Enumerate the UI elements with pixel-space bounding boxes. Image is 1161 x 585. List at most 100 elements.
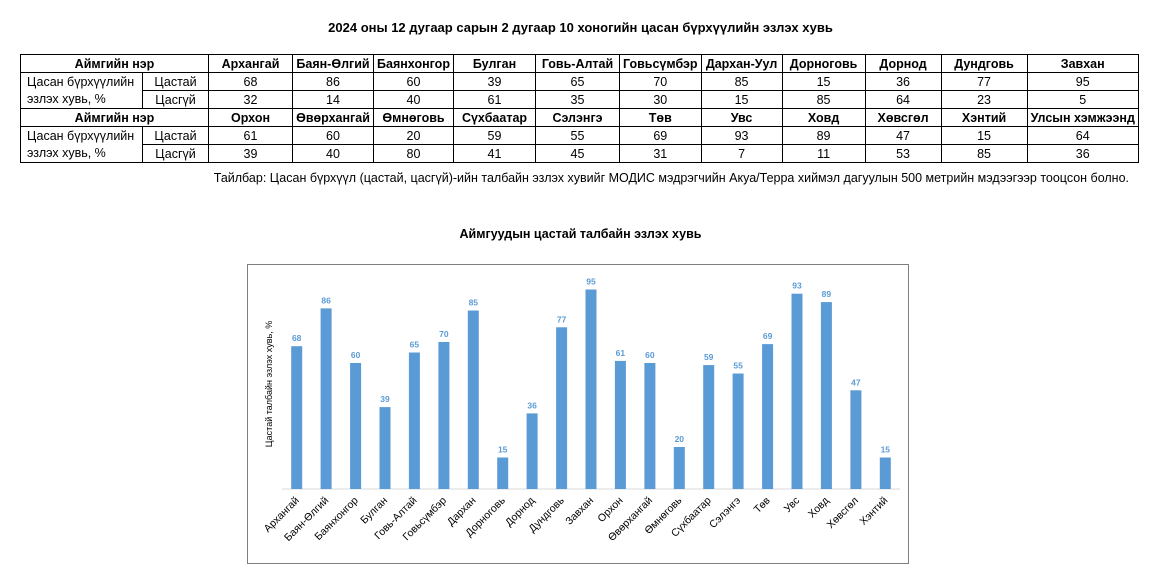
bar xyxy=(762,344,774,489)
bar xyxy=(703,365,715,489)
province-name: Сэлэнгэ xyxy=(535,108,620,127)
table-cell: 60 xyxy=(292,126,374,145)
sub-label-nosnow: Цасгүй xyxy=(142,144,209,163)
table-cell: 41 xyxy=(453,144,536,163)
table-cell: 93 xyxy=(700,126,783,145)
bar xyxy=(879,457,891,489)
province-name: Баянхонгор xyxy=(373,54,454,73)
table-cell: 11 xyxy=(781,144,866,163)
province-name: Дорноговь xyxy=(781,54,866,73)
row-label: Цасан бүрхүүлийн xyxy=(20,72,143,91)
table-cell: 15 xyxy=(700,90,783,109)
province-name: Баян-Өлгий xyxy=(292,54,374,73)
table-header-label: Аймгийн нэр xyxy=(20,108,209,127)
table-cell: 95 xyxy=(1026,72,1139,91)
data-label: 95 xyxy=(586,277,596,287)
table-cell: 64 xyxy=(1026,126,1139,145)
province-name: Сүхбаатар xyxy=(453,108,536,127)
table-note: Тайлбар: Цасан бүрхүүл (цастай, цасгүй)-… xyxy=(213,171,1129,185)
province-name: Орхон xyxy=(208,108,293,127)
bar xyxy=(585,289,597,489)
table-cell: 40 xyxy=(373,90,454,109)
province-name: Дундговь xyxy=(940,54,1028,73)
table-cell: 39 xyxy=(208,144,293,163)
bar xyxy=(673,447,685,489)
data-label: 60 xyxy=(645,350,655,360)
data-label: 70 xyxy=(439,329,449,339)
bar xyxy=(791,293,803,489)
x-tick-label: Сэлэнгэ xyxy=(707,495,743,531)
province-name: Говьсүмбэр xyxy=(619,54,702,73)
x-tick-label: Хэнтий xyxy=(857,495,890,528)
table-cell: 14 xyxy=(292,90,374,109)
province-name: Өвөрхангай xyxy=(292,108,374,127)
data-label: 86 xyxy=(321,295,331,305)
table-cell: 85 xyxy=(940,144,1028,163)
sub-label-snow: Цастай xyxy=(142,126,209,145)
table-cell: 31 xyxy=(619,144,702,163)
table-cell: 69 xyxy=(619,126,702,145)
data-label: 85 xyxy=(469,298,479,308)
table-cell: 86 xyxy=(292,72,374,91)
table-cell: 61 xyxy=(208,126,293,145)
table-cell: 20 xyxy=(373,126,454,145)
row-label: Цасан бүрхүүлийн xyxy=(20,126,143,145)
bar xyxy=(614,360,626,489)
province-name: Архангай xyxy=(208,54,293,73)
table-cell: 65 xyxy=(535,72,620,91)
province-name: Ховд xyxy=(781,108,866,127)
data-label: 36 xyxy=(527,400,537,410)
y-axis-label: Цастай талбайн эзлэх хувь, % xyxy=(264,321,274,447)
bar xyxy=(291,346,303,489)
table-cell: 36 xyxy=(864,72,942,91)
table-cell: 32 xyxy=(208,90,293,109)
data-label: 77 xyxy=(557,314,567,324)
data-label: 89 xyxy=(822,289,832,299)
table-row: Цасан бүрхүүлийн Цастай 68 86 60 39 65 70 85 15 36… xyxy=(20,72,1139,91)
table-cell: 55 xyxy=(535,126,620,145)
table-row: Цасан бүрхүүлийн Цастай 61 60 20 59 55 69 93 89 47… xyxy=(20,126,1139,145)
data-label: 39 xyxy=(380,394,390,404)
data-label: 69 xyxy=(763,331,773,341)
x-tick-label: Төв xyxy=(752,494,773,515)
bar xyxy=(408,352,420,489)
bar xyxy=(497,457,509,489)
bar xyxy=(467,310,479,489)
bar xyxy=(350,363,362,489)
page-title: 2024 оны 12 дугаар сарын 2 дугаар 10 хон… xyxy=(328,20,833,35)
data-label: 65 xyxy=(410,340,420,350)
row-label: эзлэх хувь, % xyxy=(20,90,143,109)
data-label: 15 xyxy=(881,445,891,455)
data-label: 47 xyxy=(851,377,861,387)
bar xyxy=(644,363,656,489)
bar xyxy=(820,302,832,489)
table-cell: 77 xyxy=(940,72,1028,91)
table-cell: 30 xyxy=(619,90,702,109)
table-row: эзлэх хувь, % Цасгүй 32 14 40 61 35 30 15 85 64 23 5 xyxy=(20,90,1139,109)
data-label: 61 xyxy=(616,348,626,358)
x-tick-label: Увс xyxy=(782,495,802,515)
sub-label-nosnow: Цасгүй xyxy=(142,90,209,109)
table-cell: 70 xyxy=(619,72,702,91)
table-cell: 53 xyxy=(864,144,942,163)
bar xyxy=(526,413,538,489)
data-label: 68 xyxy=(292,333,302,343)
province-name: Төв xyxy=(619,108,702,127)
chart-title: Аймгуудын цастай талбайн эзлэх хувь xyxy=(459,227,702,241)
table-header-label: Аймгийн нэр xyxy=(20,54,209,73)
table-cell: 15 xyxy=(940,126,1028,145)
data-label: 55 xyxy=(733,361,743,371)
chart-area: 68 Архангай 86 Баян-Өлгий 60 Баянхонгор 39 Булг… xyxy=(247,264,909,564)
table-header-row: Аймгийн нэр Орхон Өвөрхангай Өмнөговь Сүхбаа… xyxy=(20,108,1139,127)
bar xyxy=(320,308,332,489)
province-name: Өмнөговь xyxy=(373,108,454,127)
x-tick-label: Ховд xyxy=(806,495,832,521)
bar xyxy=(556,327,568,489)
table-cell: 85 xyxy=(781,90,866,109)
table-cell: 23 xyxy=(940,90,1028,109)
row-label: эзлэх хувь, % xyxy=(20,144,143,163)
bar xyxy=(732,373,744,489)
province-name: Хөвсгөл xyxy=(864,108,942,127)
province-name: Булган xyxy=(453,54,536,73)
table-cell: 7 xyxy=(700,144,783,163)
